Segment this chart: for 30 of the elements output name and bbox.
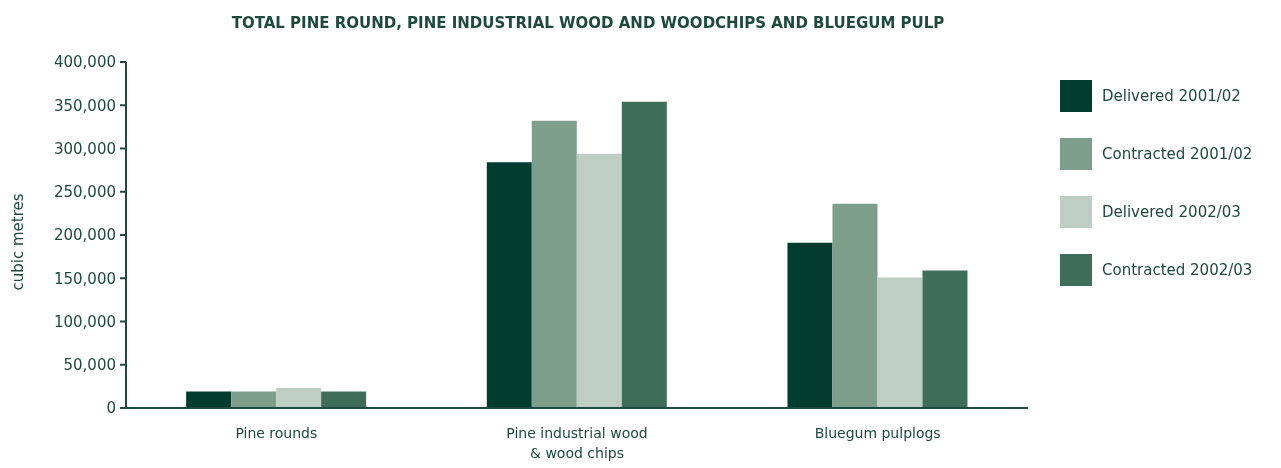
chart-title: TOTAL PINE ROUND, PINE INDUSTRIAL WOOD AND WOODCHIPS AND BLUEGUM PULP — [230, 14, 946, 32]
y-tick-label: 300,000 — [53, 139, 116, 158]
legend-label: Delivered 2002/03 — [1102, 203, 1241, 221]
bar — [276, 388, 322, 408]
bar — [486, 162, 532, 408]
bar — [787, 242, 833, 408]
y-tick-label: 350,000 — [53, 96, 116, 115]
legend-label: Delivered 2001/02 — [1102, 87, 1241, 105]
y-tick-label: 200,000 — [53, 226, 116, 245]
bar — [832, 203, 878, 408]
y-tick-label: 150,000 — [53, 269, 116, 288]
x-tick-label: Bluegum pulplogs — [814, 425, 941, 441]
bar — [922, 270, 968, 408]
y-tick-label: 400,000 — [53, 53, 116, 72]
bar — [321, 391, 367, 408]
bar — [186, 391, 232, 408]
legend-label: Contracted 2002/03 — [1102, 261, 1253, 279]
bar — [621, 101, 667, 408]
bar — [576, 153, 622, 408]
y-tick-label: 250,000 — [53, 183, 116, 202]
bar — [877, 277, 923, 408]
y-axis-title: cubic metres — [9, 192, 27, 293]
y-tick-label: 100,000 — [53, 312, 116, 331]
x-tick-label: Pine industrial wood & wood chips — [506, 425, 648, 461]
y-tick-label: 50,000 — [63, 356, 116, 375]
bar — [231, 391, 277, 408]
legend-label: Contracted 2001/02 — [1102, 145, 1253, 163]
x-tick-label: Pine rounds — [235, 425, 318, 441]
y-tick-label: 0 — [106, 399, 116, 418]
bar — [531, 120, 577, 408]
